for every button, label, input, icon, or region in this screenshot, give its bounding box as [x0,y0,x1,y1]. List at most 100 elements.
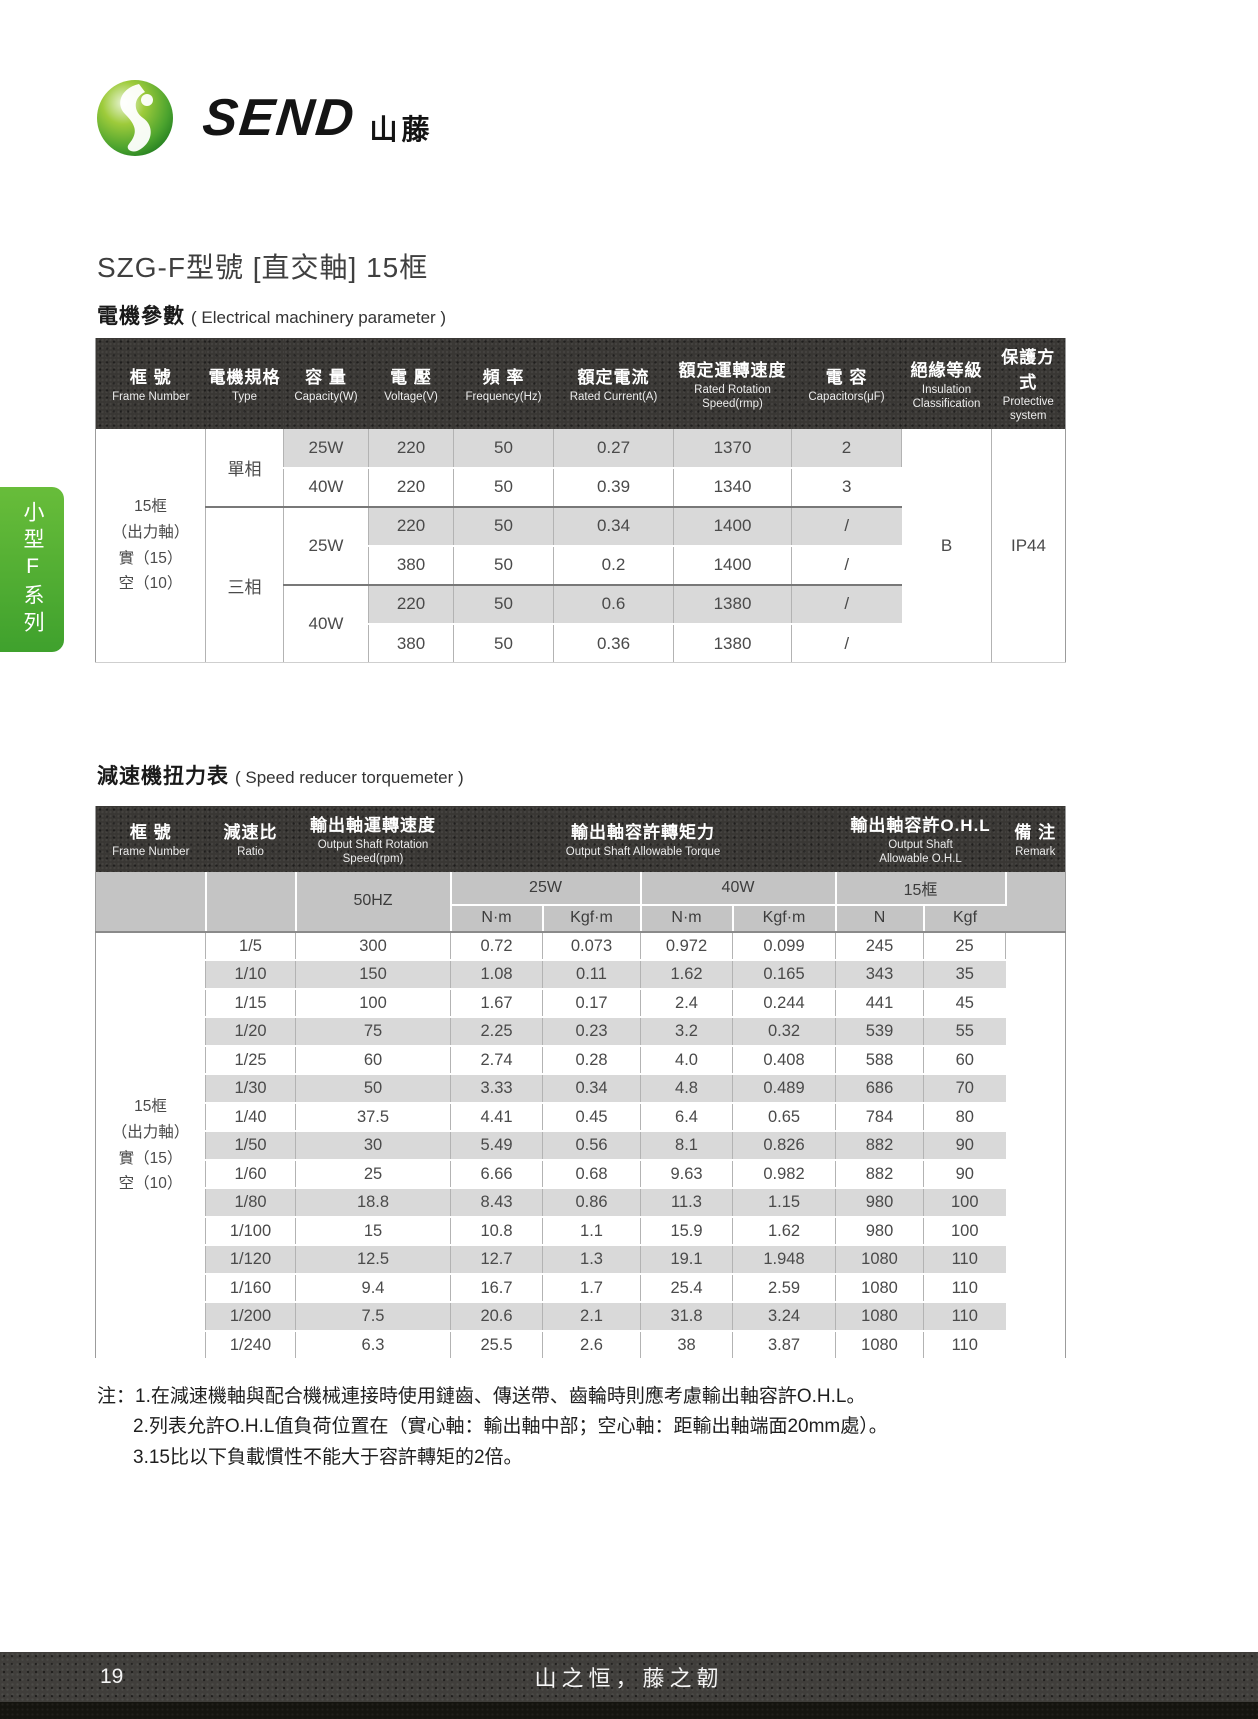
capacitor-cell: / [791,583,902,625]
ohl-n-cell: 588 [835,1045,925,1076]
speed-cell: 12.5 [295,1245,451,1275]
capacity-cell: 40W [283,583,369,664]
torque-row: 1/10 150 1.08 0.11 1.62 0.165 343 35 [96,960,1066,990]
torque-row: 1/240 6.3 25.5 2.6 38 3.87 1080 110 [96,1330,1066,1361]
kgf40-cell: 2.59 [732,1273,837,1304]
col-protection: 保護方式 Protective system [992,338,1066,429]
kgf25-cell: 0.45 [542,1102,641,1133]
capacitor-cell: / [791,623,902,664]
frequency-cell: 50 [453,623,554,664]
torque-section-title-en: ( Speed reducer torquemeter ) [235,768,464,787]
nm25-cell: 1.67 [450,988,543,1019]
nm40-cell: 38 [640,1330,733,1361]
nm25-cell: 5.49 [450,1131,543,1161]
kgf25-cell: 0.073 [542,931,641,962]
page-footer: 19 山之恒，藤之韌 [0,1652,1258,1702]
motor-row: 380 50 0.2 1400 / [96,545,1066,586]
torque-section-heading: 減速機扭力表 ( Speed reducer torquemeter ) [97,760,464,790]
voltage-cell: 220 [368,428,454,469]
col-speed: 額定運轉速度 Rated Rotation Speed(rmp) [674,338,792,429]
ohl-n-cell: 882 [835,1131,925,1161]
capacitor-cell: / [791,505,902,547]
kgf25-cell: 0.17 [542,988,641,1019]
nm25-cell: 2.74 [450,1045,543,1076]
speed-cell: 60 [295,1045,451,1076]
ratio-cell: 1/50 [205,1131,296,1161]
ohl-kgf-cell: 110 [923,1245,1006,1275]
col-ratio: 減速比 Ratio [206,806,296,872]
torque-row: 1/60 25 6.66 0.68 9.63 0.982 882 90 [96,1159,1066,1190]
ratio-cell: 1/80 [205,1188,296,1218]
remark-cell [1005,931,1066,1361]
nm40-cell: 4.8 [640,1074,733,1104]
torque-row: 1/40 37.5 4.41 0.45 6.4 0.65 784 80 [96,1102,1066,1133]
kgf40-cell: 3.87 [732,1330,837,1361]
nm25-cell: 6.66 [450,1159,543,1190]
kgf25-cell: 0.68 [542,1159,641,1190]
col-insulation: 絕緣等級 Insulation Classification [902,338,992,429]
ohl-kgf-cell: 100 [923,1188,1006,1218]
ohl-kgf-cell: 100 [923,1216,1006,1247]
nm40-cell: 8.1 [640,1131,733,1161]
nm25-cell: 25.5 [450,1330,543,1361]
ratio-cell: 1/60 [205,1159,296,1190]
voltage-cell: 220 [368,505,454,547]
capacity-cell: 25W [283,428,369,469]
col-remark: 備 注 Remark [1006,806,1066,872]
ohl-kgf-cell: 110 [923,1302,1006,1332]
col-capacity: 容 量 Capacity(W) [284,338,369,429]
capacitor-cell: / [791,545,902,586]
torque-row: 15框 （出力軸） 實（15） 空（10） 1/5 300 0.72 0.073… [95,931,1066,1361]
col-output-speed: 輸出軸運轉速度 Output Shaft Rotation Speed(rpm) [296,806,451,872]
torque-row: 1/120 12.5 12.7 1.3 19.1 1.948 1080 110 [96,1245,1066,1275]
kgf25-cell: 1.1 [542,1216,641,1247]
ohl-n-cell: 539 [835,1017,925,1047]
nm25-cell: 12.7 [450,1245,543,1275]
nm40-cell: 0.972 [640,931,733,962]
motor-row: 380 50 0.36 1380 / [96,623,1066,664]
page-title: SZG-F型號 [直交軸] 15框 [97,252,429,283]
nm25-cell: 20.6 [450,1302,543,1332]
motor-row: 三相 25W 220 50 0.34 1400 / [96,505,1066,664]
nm40-cell: 1.62 [640,960,733,990]
ratio-cell: 1/20 [205,1017,296,1047]
nm40-cell: 9.63 [640,1159,733,1190]
col-voltage: 電 壓 Voltage(V) [369,338,454,429]
kgf40-cell: 0.408 [732,1045,837,1076]
subheader-kgfm: Kgf·m [542,904,642,933]
nm40-cell: 25.4 [640,1273,733,1304]
frequency-cell: 50 [453,505,554,547]
nm25-cell: 10.8 [450,1216,543,1247]
kgf40-cell: 0.165 [732,960,837,990]
voltage-cell: 380 [368,545,454,586]
speed-cell: 300 [295,931,451,962]
ohl-n-cell: 343 [835,960,925,990]
speed-cell: 1380 [673,583,792,625]
ohl-kgf-cell: 60 [923,1045,1006,1076]
ratio-cell: 1/40 [205,1102,296,1133]
speed-cell: 18.8 [295,1188,451,1218]
current-cell: 0.2 [553,545,674,586]
torque-subheader-row-2: N·m Kgf·m N·m Kgf·m N Kgf [96,904,1066,933]
capacity-cell: 40W [283,467,369,508]
ohl-n-cell: 980 [835,1188,925,1218]
ohl-kgf-cell: 90 [923,1131,1006,1161]
motor-table-header-row: 框 號 Frame Number 電機規格 Type 容 量 Capacity(W) … [96,338,1066,429]
torque-row: 1/160 9.4 16.7 1.7 25.4 2.59 1080 110 [96,1273,1066,1304]
nm25-cell: 0.72 [450,931,543,962]
col-allowable-torque: 輸出軸容許轉矩力 Output Shaft Allowable Torque [451,806,836,872]
ratio-cell: 1/30 [205,1074,296,1104]
ohl-kgf-cell: 90 [923,1159,1006,1190]
ratio-cell: 1/10 [205,960,296,990]
subheader-15frame: 15框 [835,871,1007,906]
brand-logo: SEND 山藤 [95,78,434,158]
col-allowable-ohl: 輸出軸容許O.H.L Output Shaft Allowable O.H.L [836,806,1006,872]
ohl-kgf-cell: 80 [923,1102,1006,1133]
torque-section-title-cn: 減速機扭力表 [97,765,229,788]
ohl-n-cell: 1080 [835,1330,925,1361]
ohl-n-cell: 245 [835,931,925,962]
speed-cell: 15 [295,1216,451,1247]
nm40-cell: 15.9 [640,1216,733,1247]
ohl-n-cell: 1080 [835,1302,925,1332]
